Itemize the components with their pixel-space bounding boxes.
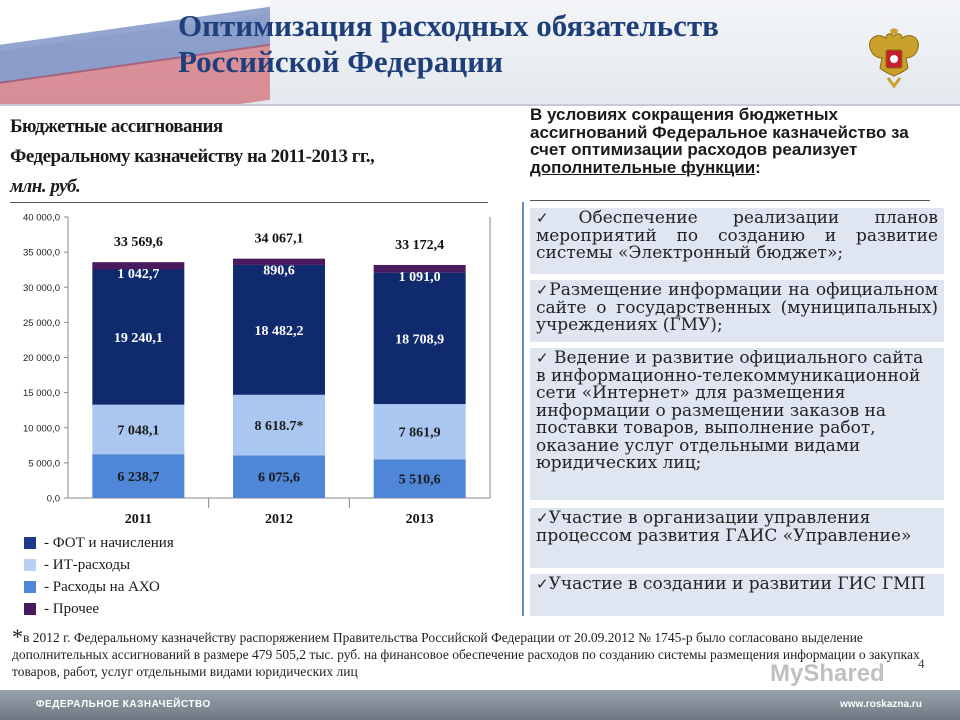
footnote-text: в 2012 г. Федеральному казначейству расп… (12, 630, 920, 679)
bar-data-label: 19 240,1 (114, 331, 163, 346)
accent-vertical-line (522, 202, 524, 616)
header-divider (0, 104, 960, 106)
functions-heading-underlined: дополнительные функции (530, 157, 756, 177)
legend-item: - Прочее (24, 598, 284, 620)
slide-title-line1: Оптимизация расходных обязательств (178, 8, 719, 43)
bar-segment (92, 262, 185, 270)
legend-swatch (24, 581, 36, 593)
bar-data-label: 890,6 (263, 264, 295, 279)
function-item-gmu-site: ✓Размещение информации на официальном са… (530, 280, 944, 342)
footer-website-link[interactable]: www.roskazna.ru (840, 699, 922, 710)
function-item-electronic-budget: ✓Обеспечение реализации планов мероприят… (530, 208, 944, 274)
bar-segment (373, 272, 466, 405)
bar-segment (233, 394, 325, 456)
heading-rule (10, 202, 488, 203)
checkmark-icon: ✓ (536, 349, 549, 367)
y-tick-label: 20 000,0 (23, 353, 60, 364)
bar-data-label: 1 091,0 (399, 270, 441, 285)
chart-heading-line2: Федеральному казначейству на 2011-2013 г… (10, 146, 375, 167)
checkmark-icon: ✓ (536, 281, 550, 299)
page-number: 4 (918, 656, 925, 671)
functions-heading-text: В условиях сокращения бюджетных ассигнов… (530, 105, 909, 159)
y-tick-label: 35 000,0 (23, 248, 60, 259)
bar-data-label: 18 708,9 (395, 332, 444, 347)
bar-data-label: 7 048,1 (117, 423, 159, 438)
bar-segment (373, 404, 466, 460)
checkmark-icon: ✓ (536, 509, 549, 527)
function-item-text: Обеспечение реализации планов мероприяти… (536, 208, 938, 263)
chart-heading: Бюджетные ассигнования Федеральному казн… (10, 112, 505, 202)
legend-item: - ФОТ и начисления (24, 532, 284, 554)
bar-segment (233, 455, 325, 498)
legend-item: - ИТ-расходы (24, 554, 284, 576)
stacked-bar-chart: 0,0 5 000,0 10 000,0 15 000,0 20 000,0 25 000… (23, 213, 491, 527)
legend-label: - Расходы на АХО (44, 578, 160, 595)
double-headed-eagle-emblem-icon (869, 28, 919, 89)
checkmark-icon: ✓ (536, 575, 549, 593)
y-tick-label: 15 000,0 (23, 388, 60, 399)
functions-heading-end: : (755, 157, 761, 177)
function-item-gais-upravlenie: ✓Участие в организации управления процес… (530, 508, 944, 568)
bar-total-label: 33 569,6 (114, 235, 163, 250)
bar-data-label: 18 482,2 (255, 324, 304, 339)
footnote-star: * (12, 624, 23, 649)
function-item-text: Участие в организации управления процесс… (536, 508, 912, 546)
slide-footer: ФЕДЕРАЛЬНОЕ КАЗНАЧЕЙСТВО www.roskazna.ru (0, 690, 960, 720)
y-tick-label: 40 000,0 (23, 213, 60, 224)
bar-total-label: 34 067,1 (255, 232, 304, 247)
watermark: MyShared (770, 660, 885, 687)
bar-segment (92, 404, 185, 455)
slide-header: Оптимизация расходных обязательств Росси… (0, 0, 960, 104)
chart-legend: - ФОТ и начисления - ИТ-расходы - Расход… (24, 532, 284, 620)
bar-data-label: 6 238,7 (117, 470, 159, 485)
y-tick-label: 0,0 (47, 494, 60, 505)
function-item-text: Участие в создании и развитии ГИС ГМП (548, 574, 926, 594)
legend-label: - Прочее (44, 600, 100, 617)
bar-data-label: 7 861,9 (399, 426, 441, 441)
bar-data-label: 5 510,6 (399, 473, 441, 488)
legend-item: - Расходы на АХО (24, 576, 284, 598)
functions-heading: В условиях сокращения бюджетных ассигнов… (530, 106, 940, 176)
bar-data-label: 8 618.7* (255, 419, 304, 434)
y-tick-label: 10 000,0 (23, 423, 60, 434)
bar-data-label: 6 075,6 (258, 471, 300, 486)
x-category-label: 2013 (406, 512, 434, 527)
bar-total-label: 33 172,4 (395, 238, 444, 253)
y-tick-label: 30 000,0 (23, 283, 60, 294)
bar-segment (92, 269, 185, 405)
footer-organization: ФЕДЕРАЛЬНОЕ КАЗНАЧЕЙСТВО (36, 699, 211, 710)
bar-segment (233, 258, 325, 265)
legend-swatch (24, 537, 36, 549)
slide-title-line2: Российской Федерации (178, 44, 503, 79)
slide-title: Оптимизация расходных обязательств Росси… (178, 8, 818, 80)
bar-segment (233, 264, 325, 395)
function-item-gis-gmp: ✓Участие в создании и развитии ГИС ГМП (530, 574, 944, 616)
footnote: *в 2012 г. Федеральному казначейству рас… (12, 626, 932, 680)
x-category-label: 2011 (125, 512, 152, 527)
checkmark-icon: ✓ (536, 209, 579, 227)
bar-segment (373, 264, 466, 273)
y-tick-label: 5 000,0 (28, 458, 60, 469)
y-tick-label: 25 000,0 (23, 318, 60, 329)
function-item-text: Размещение информации на официальном сай… (536, 280, 938, 335)
bar-segment (373, 459, 466, 498)
legend-label: - ИТ-расходы (44, 556, 131, 573)
x-category-label: 2012 (265, 512, 293, 527)
functions-heading-rule (530, 200, 930, 201)
chart-heading-unit: млн. руб. (10, 176, 81, 197)
legend-swatch (24, 603, 36, 615)
function-item-procurement-site: ✓ Ведение и развитие официального сайта … (530, 348, 944, 500)
chart-heading-line1: Бюджетные ассигнования (10, 116, 223, 137)
bar-data-label: 1 042,7 (117, 267, 159, 282)
legend-swatch (24, 559, 36, 571)
bar-segment (92, 454, 185, 498)
legend-label: - ФОТ и начисления (44, 534, 174, 551)
function-item-text: Ведение и развитие официального сайта в … (536, 348, 924, 473)
